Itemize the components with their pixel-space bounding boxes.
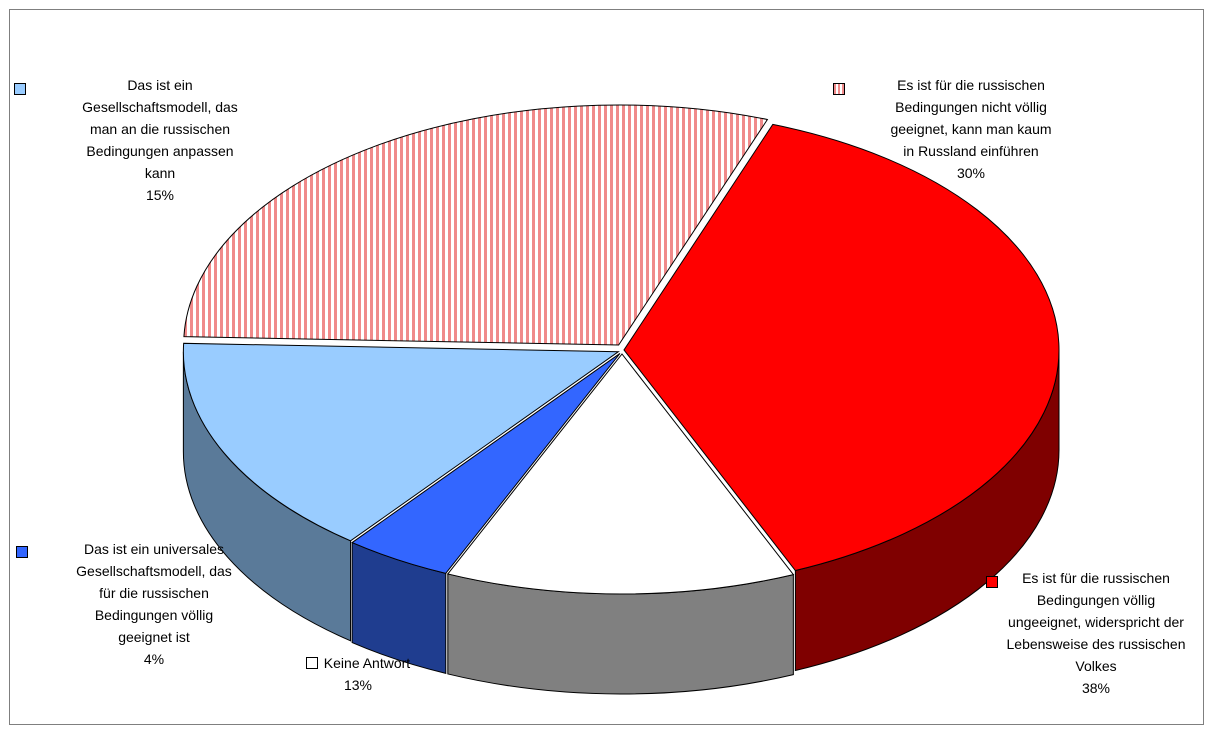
legend-key-ungeeignet	[986, 576, 998, 588]
pie-slice-anpassen	[182, 342, 620, 542]
pie-sides	[182, 349, 1060, 695]
pie-slice-keine-antwort	[446, 353, 795, 595]
label-nicht-geeignet-text: Es ist für die russischen Bedingungen ni…	[890, 77, 1052, 159]
label-ungeeignet: Es ist für die russischen Bedingungen vö…	[996, 567, 1196, 699]
legend-key-nicht-geeignet	[833, 83, 845, 95]
label-anpassen-text: Das ist ein Gesellschaftsmodell, das man…	[82, 77, 238, 181]
label-ungeeignet-text: Es ist für die russischen Bedingungen vö…	[1006, 570, 1186, 674]
label-anpassen-pct: 15%	[145, 187, 175, 203]
label-keine-antwort: Keine Antwort 13%	[298, 652, 418, 696]
label-nicht-geeignet-pct: 30%	[956, 165, 986, 181]
label-keine-antwort-pct: 13%	[343, 677, 373, 693]
pie-slice-nicht-geeignet	[183, 104, 769, 346]
label-universal: Das ist ein universales Gesellschaftsmod…	[34, 538, 274, 670]
label-anpassen: Das ist ein Gesellschaftsmodell, das man…	[40, 74, 280, 206]
legend-key-universal	[16, 546, 28, 558]
pie-slice-universal	[351, 353, 621, 574]
pie-chart	[182, 104, 1060, 695]
pie-tops	[182, 104, 1060, 595]
label-ungeeignet-pct: 38%	[1081, 680, 1111, 696]
label-universal-pct: 4%	[143, 651, 165, 667]
legend-key-anpassen	[14, 83, 26, 95]
chart-frame: Das ist ein Gesellschaftsmodell, das man…	[9, 9, 1204, 725]
label-nicht-geeignet: Es ist für die russischen Bedingungen ni…	[846, 74, 1096, 184]
pie-slice-ungeeignet	[623, 123, 1060, 572]
label-keine-antwort-text: Keine Antwort	[323, 655, 411, 671]
label-universal-text: Das ist ein universales Gesellschaftsmod…	[76, 541, 232, 645]
legend-key-keine-antwort	[305, 657, 318, 670]
